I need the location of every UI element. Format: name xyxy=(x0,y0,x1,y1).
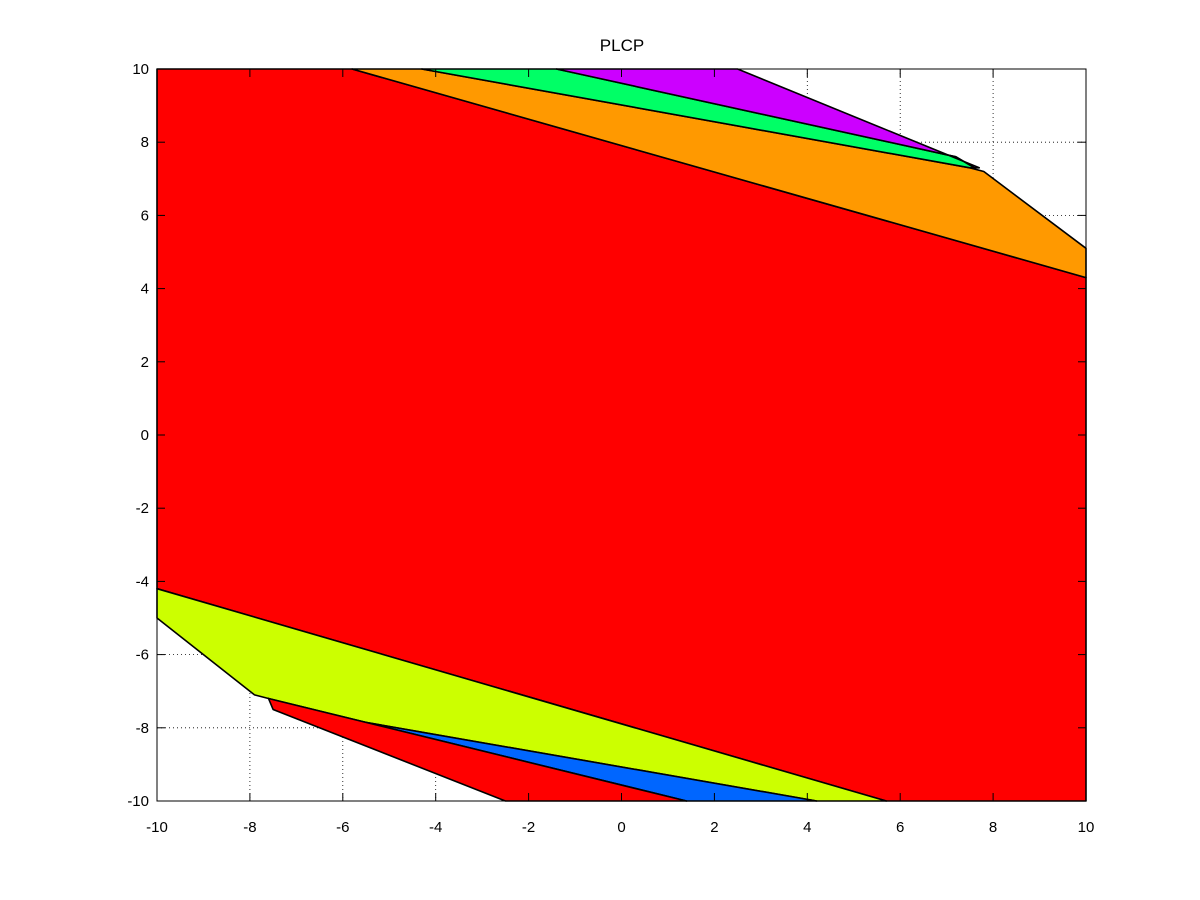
x-tick-label-7: 4 xyxy=(803,819,811,836)
y-tick-label-8: 6 xyxy=(141,207,149,224)
y-tick-label-3: -4 xyxy=(136,573,149,590)
y-tick-label-0: -10 xyxy=(127,793,149,810)
y-tick-labels: -10 -8 -6 -4 -2 0 2 4 6 8 10 xyxy=(127,61,149,810)
tick-marks xyxy=(156,68,1087,802)
y-tick-label-5: 0 xyxy=(141,427,149,444)
x-tick-label-4: -2 xyxy=(522,819,535,836)
x-tick-label-3: -4 xyxy=(429,819,442,836)
x-tick-label-5: 0 xyxy=(617,819,625,836)
x-tick-label-0: -10 xyxy=(146,819,168,836)
x-tick-label-10: 10 xyxy=(1078,819,1095,836)
plot-area xyxy=(156,68,1087,802)
y-tick-label-6: 2 xyxy=(141,354,149,371)
y-tick-label-4: -2 xyxy=(136,500,149,517)
y-tick-label-9: 8 xyxy=(141,134,149,151)
x-tick-label-8: 6 xyxy=(896,819,904,836)
y-tick-label-7: 4 xyxy=(141,281,149,298)
region-patches xyxy=(156,68,1087,802)
chart-title: PLCP xyxy=(600,36,644,55)
x-tick-label-6: 2 xyxy=(710,819,718,836)
x-tick-label-1: -8 xyxy=(243,819,256,836)
x-tick-label-9: 8 xyxy=(989,819,997,836)
y-tick-label-1: -8 xyxy=(136,720,149,737)
x-tick-label-2: -6 xyxy=(336,819,349,836)
x-tick-labels: -10 -8 -6 -4 -2 0 2 4 6 8 10 xyxy=(146,819,1094,836)
y-tick-label-10: 10 xyxy=(132,61,149,78)
y-tick-label-2: -6 xyxy=(136,647,149,664)
